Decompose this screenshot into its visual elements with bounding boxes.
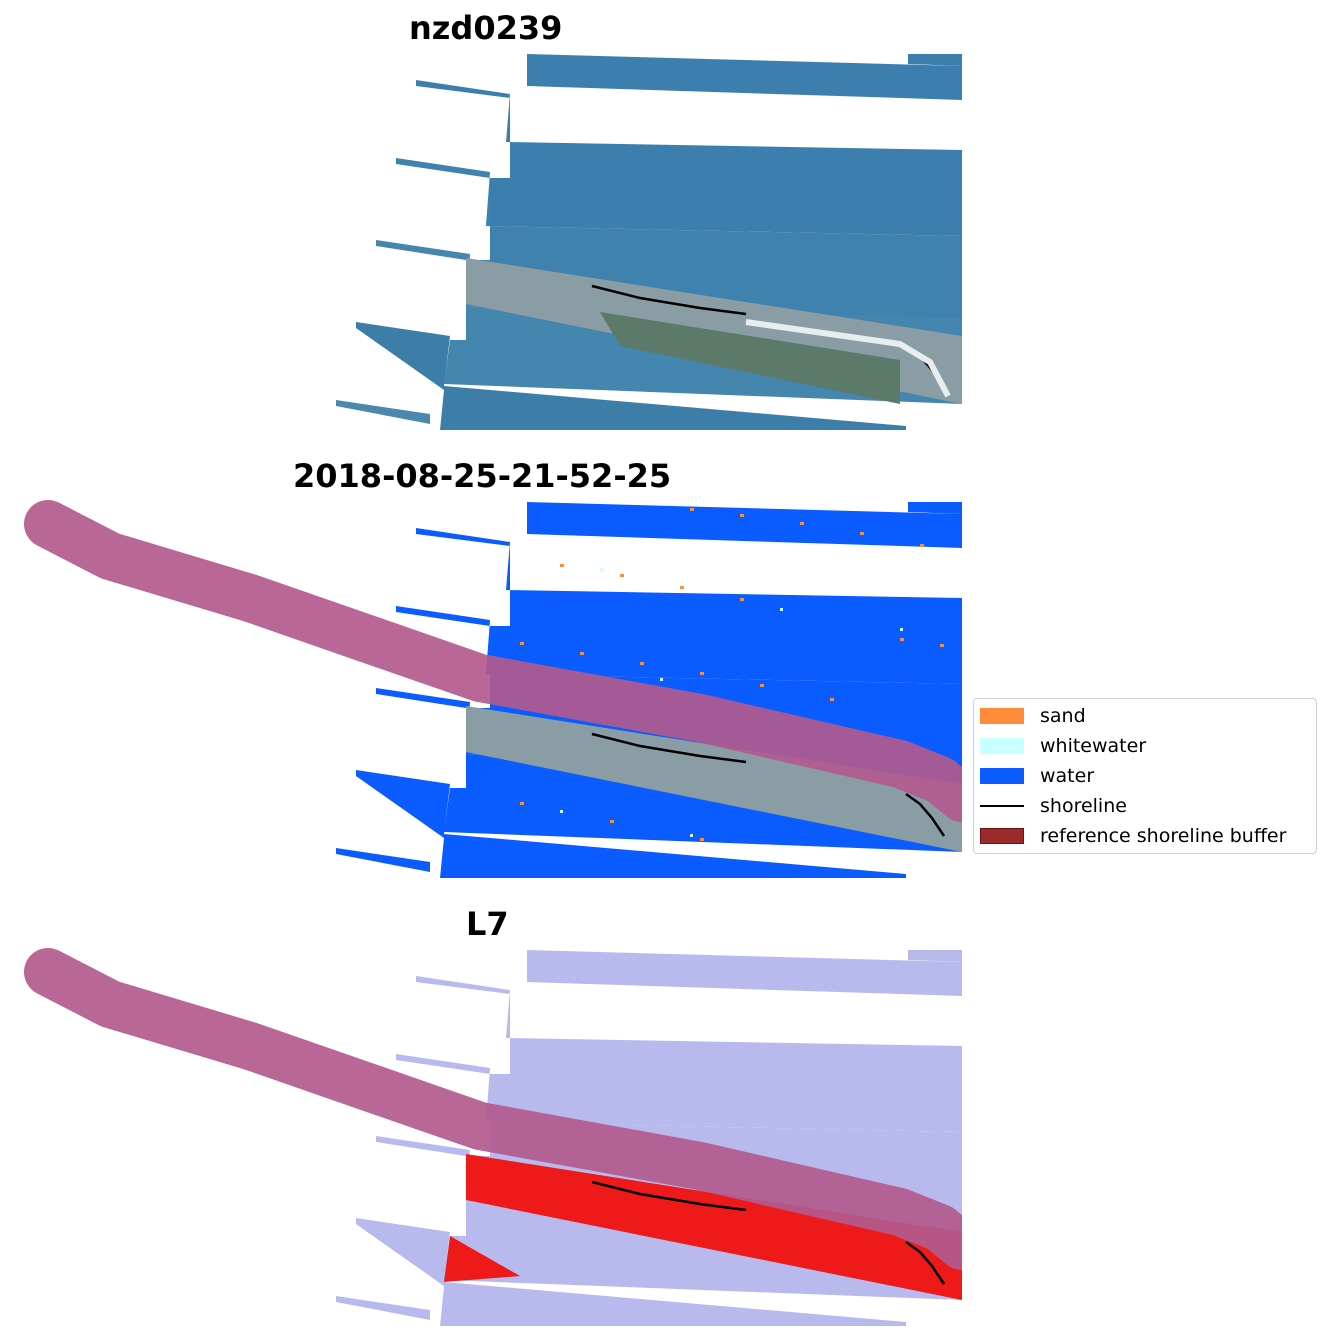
panel-title-satellite: L7 xyxy=(466,905,509,943)
legend-item-reference-shoreline-buffer: reference shoreline buffer xyxy=(980,824,1316,848)
legend-swatch xyxy=(980,738,1024,754)
beach-highlight xyxy=(745,319,951,398)
legend-label: whitewater xyxy=(1040,735,1147,757)
index-strip xyxy=(527,950,962,996)
index-strip xyxy=(416,976,962,1132)
panel-title-date: 2018-08-25-21-52-25 xyxy=(293,457,672,495)
whitewater-pixels xyxy=(560,568,903,837)
scanline-strip xyxy=(356,322,906,430)
legend-line xyxy=(980,805,1024,807)
index-image xyxy=(24,948,962,1326)
land-strip xyxy=(466,706,962,852)
shoreline-segment xyxy=(591,284,747,316)
high-index-patch xyxy=(444,1236,520,1282)
scanline-strip xyxy=(527,54,962,100)
water-strip xyxy=(336,848,430,872)
panel-title-image-name: nzd0239 xyxy=(409,9,563,47)
scanline-strip xyxy=(908,54,962,66)
shoreline-segment xyxy=(905,792,946,837)
vegetation-strip xyxy=(600,312,900,404)
shoreline-segment xyxy=(591,732,747,764)
water-strip xyxy=(908,502,962,514)
water-strip xyxy=(527,502,962,548)
classified-image xyxy=(24,500,962,878)
shoreline-segment xyxy=(905,1240,946,1285)
rgb-image-panel xyxy=(336,54,962,430)
legend-item-water: water xyxy=(980,764,1316,788)
legend-swatch xyxy=(980,768,1024,784)
reference-shoreline-buffer xyxy=(24,948,962,1270)
shoreline-segment xyxy=(591,1180,747,1212)
sand-pixels xyxy=(520,508,944,841)
water-strip xyxy=(356,770,906,878)
legend-label: water xyxy=(1040,765,1095,787)
high-index-strip xyxy=(466,1154,962,1300)
legend-swatch xyxy=(980,708,1024,724)
legend-label: reference shoreline buffer xyxy=(1040,825,1287,847)
index-strip xyxy=(908,950,962,962)
scanline-strip xyxy=(416,80,962,236)
rgb-image xyxy=(336,54,962,430)
water-strip xyxy=(416,528,962,684)
index-strip xyxy=(356,1218,906,1326)
legend-swatch xyxy=(980,828,1024,844)
index-strip xyxy=(336,1296,430,1320)
legend-label: sand xyxy=(1040,705,1086,727)
legend: sand whitewater water shoreline referenc… xyxy=(973,698,1317,854)
index-image-panel xyxy=(24,948,962,1326)
reference-shoreline-buffer xyxy=(24,500,962,822)
legend-item-shoreline: shoreline xyxy=(980,794,1316,818)
scanline-strip xyxy=(336,400,430,424)
legend-item-whitewater: whitewater xyxy=(980,734,1316,758)
legend-item-sand: sand xyxy=(980,704,1316,728)
legend-label: shoreline xyxy=(1040,795,1127,817)
classified-image-panel xyxy=(24,500,962,878)
